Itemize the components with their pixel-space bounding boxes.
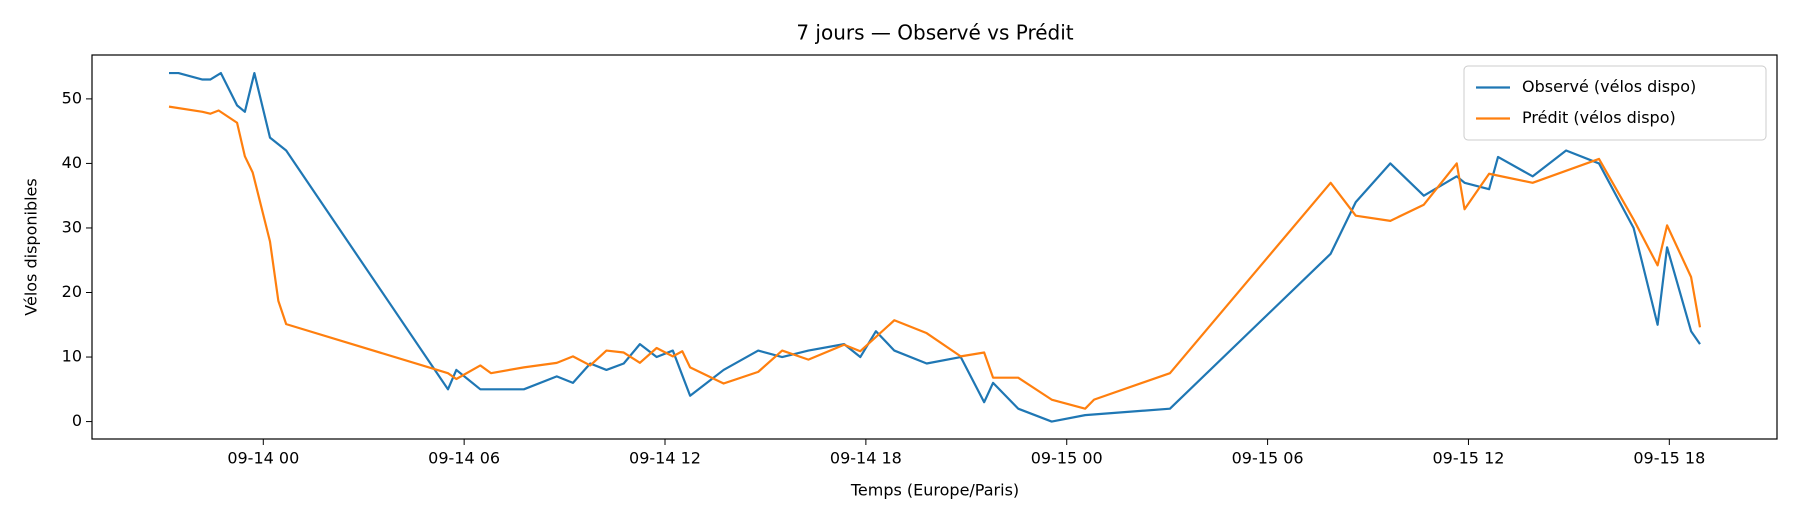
y-tick-label: 50 (62, 88, 82, 107)
y-tick-label: 40 (62, 153, 82, 172)
x-tick-label: 09-15 18 (1633, 449, 1705, 468)
y-tick-label: 20 (62, 282, 82, 301)
legend-label: Observé (vélos dispo) (1522, 77, 1696, 96)
legend-box (1463, 65, 1767, 141)
y-tick-label: 0 (72, 411, 82, 430)
x-tick-label: 09-14 18 (830, 449, 902, 468)
x-axis-label: Temps (Europe/Paris) (850, 481, 1019, 500)
legend-label: Prédit (vélos dispo) (1522, 108, 1676, 127)
x-tick-label: 09-15 00 (1031, 449, 1103, 468)
y-tick-label: 30 (62, 217, 82, 236)
series-line (168, 105, 1702, 410)
x-tick-label: 09-14 00 (227, 449, 299, 468)
x-tick-label: 09-14 12 (629, 449, 701, 468)
x-tick-label: 09-15 12 (1432, 449, 1504, 468)
y-tick-label: 10 (62, 347, 82, 366)
x-tick-label: 09-14 06 (428, 449, 500, 468)
plot-frame (91, 54, 1778, 440)
y-axis-label: Vélos disponibles (22, 178, 41, 315)
x-tick-label: 09-15 06 (1232, 449, 1304, 468)
chart-title: 7 jours — Observé vs Prédit (796, 21, 1073, 45)
